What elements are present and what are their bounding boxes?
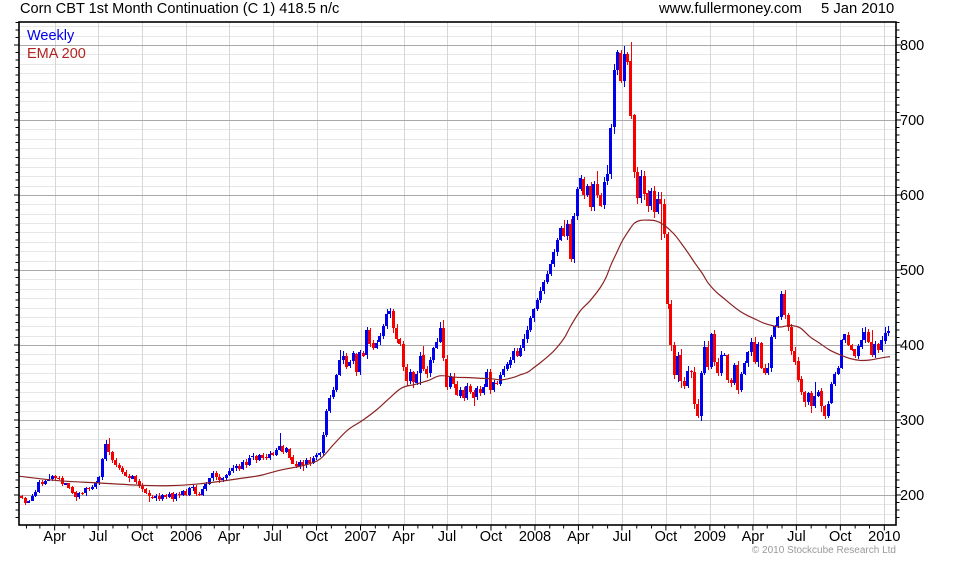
- svg-text:Apr: Apr: [218, 529, 241, 545]
- svg-text:2008: 2008: [519, 529, 551, 545]
- svg-text:300: 300: [900, 413, 924, 429]
- svg-text:2007: 2007: [344, 529, 376, 545]
- svg-text:Weekly: Weekly: [27, 28, 75, 44]
- svg-text:Oct: Oct: [131, 529, 154, 545]
- svg-text:600: 600: [900, 188, 924, 204]
- svg-text:2006: 2006: [170, 529, 202, 545]
- svg-text:Oct: Oct: [829, 529, 852, 545]
- svg-text:Apr: Apr: [742, 529, 765, 545]
- svg-text:500: 500: [900, 263, 924, 279]
- svg-text:200: 200: [900, 488, 924, 504]
- svg-text:© 2010 Stockcube Research Ltd: © 2010 Stockcube Research Ltd: [752, 545, 896, 556]
- svg-text:400: 400: [900, 338, 924, 354]
- svg-text:5 Jan 2010: 5 Jan 2010: [821, 1, 894, 17]
- svg-text:Apr: Apr: [567, 529, 590, 545]
- svg-text:Oct: Oct: [480, 529, 503, 545]
- svg-text:Jul: Jul: [89, 529, 108, 545]
- svg-text:800: 800: [900, 38, 924, 54]
- svg-text:Corn CBT 1st Month Continuatio: Corn CBT 1st Month Continuation (C 1) 41…: [20, 1, 339, 17]
- svg-text:Jul: Jul: [613, 529, 632, 545]
- svg-text:Jul: Jul: [787, 529, 806, 545]
- svg-text:EMA 200: EMA 200: [27, 46, 86, 62]
- svg-text:700: 700: [900, 113, 924, 129]
- svg-text:Oct: Oct: [305, 529, 328, 545]
- svg-text:Apr: Apr: [43, 529, 66, 545]
- svg-text:2010: 2010: [868, 529, 900, 545]
- svg-text:Oct: Oct: [655, 529, 678, 545]
- svg-text:www.fullermoney.com: www.fullermoney.com: [658, 1, 802, 17]
- svg-text:Apr: Apr: [392, 529, 415, 545]
- svg-text:2009: 2009: [694, 529, 726, 545]
- svg-text:Jul: Jul: [263, 529, 282, 545]
- svg-text:Jul: Jul: [438, 529, 457, 545]
